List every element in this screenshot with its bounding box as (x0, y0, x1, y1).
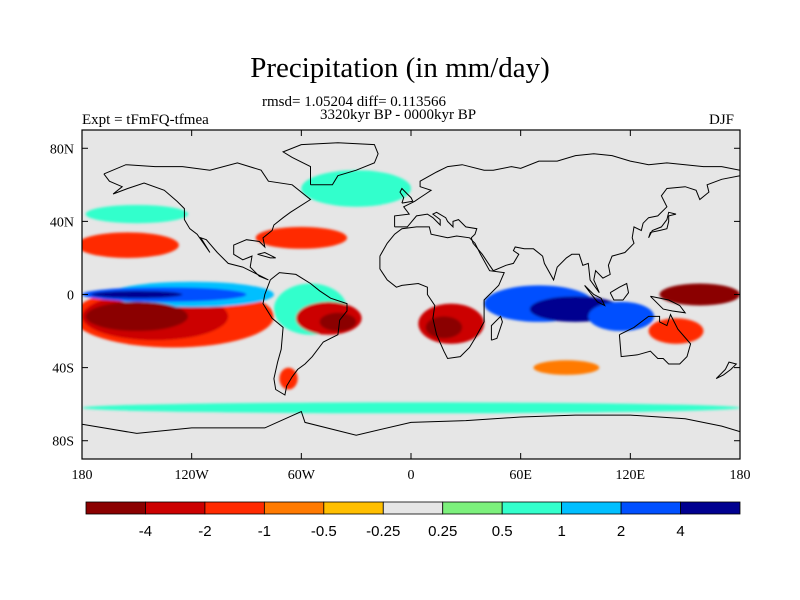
x-tick-label: 60E (509, 468, 532, 483)
anomaly-region (301, 170, 411, 207)
anomaly-region (255, 226, 348, 249)
x-tick-label: 180 (730, 468, 751, 483)
colorbar-box (680, 501, 741, 515)
colorbar-label: 1 (557, 523, 565, 540)
y-tick-label: 40N (50, 215, 74, 230)
colorbar-box (323, 501, 384, 515)
coastline (262, 272, 348, 396)
x-tick-label: 120W (175, 468, 210, 483)
anomaly-region (425, 316, 463, 339)
stats-line: rmsd= 1.05204 diff= 0.113566 (262, 94, 446, 110)
coastline (609, 282, 630, 301)
coastline (648, 211, 677, 239)
x-tick-label: 60W (288, 468, 316, 483)
experiment-label: Expt = tFmFQ-tfmea (82, 112, 209, 128)
x-tick-label: 120E (616, 468, 646, 483)
x-tick-label: 0 (408, 468, 415, 483)
coastline (103, 162, 312, 281)
colorbar-label: 4 (676, 523, 684, 540)
anomaly-region (533, 360, 600, 375)
colorbar-box (85, 501, 146, 515)
coastline (82, 410, 740, 436)
colorbar-label: -0.25 (366, 523, 400, 540)
colorbar-label: 2 (617, 523, 625, 540)
colorbar-label: 0.25 (428, 523, 457, 540)
coastline (394, 153, 740, 293)
anomaly-region (659, 283, 740, 306)
coastline (584, 285, 606, 307)
coastline (490, 315, 503, 341)
y-tick-label: 80N (50, 142, 74, 157)
coastline (618, 313, 692, 365)
chart-title: Precipitation (in mm/day) (250, 52, 550, 84)
colorbar-box (501, 501, 563, 515)
anomaly-region (82, 232, 179, 258)
y-tick-label: 40S (52, 362, 74, 377)
colorbar-label: -2 (198, 523, 211, 540)
anomaly-region (85, 301, 189, 332)
anomaly-region (82, 402, 740, 414)
colorbar-box (263, 501, 325, 515)
y-tick-label: 80S (52, 435, 74, 450)
period-line: 3320kyr BP - 0000kyr BP (320, 107, 477, 123)
colorbar-label: -0.5 (311, 523, 337, 540)
anomaly-region (588, 301, 655, 332)
anomaly-region (648, 318, 704, 344)
anomaly-region (279, 367, 298, 390)
coastline (650, 295, 687, 314)
colorbar-box (204, 501, 265, 515)
anomaly-region (319, 312, 357, 332)
coastline (399, 187, 414, 204)
coastline (281, 142, 379, 186)
colorbar-label: 0.5 (492, 523, 513, 540)
coastline (379, 226, 505, 360)
y-tick-label: 0 (67, 289, 74, 304)
colorbar-box (620, 501, 681, 515)
coastline (715, 361, 738, 380)
colorbar-box (442, 501, 503, 515)
colorbar-box (145, 501, 206, 515)
season-label: DJF (709, 112, 735, 128)
colorbar-label: -1 (258, 523, 271, 540)
anomaly-region (85, 204, 189, 224)
anomaly-region (91, 290, 183, 299)
colorbar-label: -4 (139, 523, 152, 540)
colorbar-box (382, 501, 444, 515)
coastline (257, 251, 276, 259)
x-tick-label: 180 (72, 468, 93, 483)
colorbar-box (561, 501, 622, 515)
